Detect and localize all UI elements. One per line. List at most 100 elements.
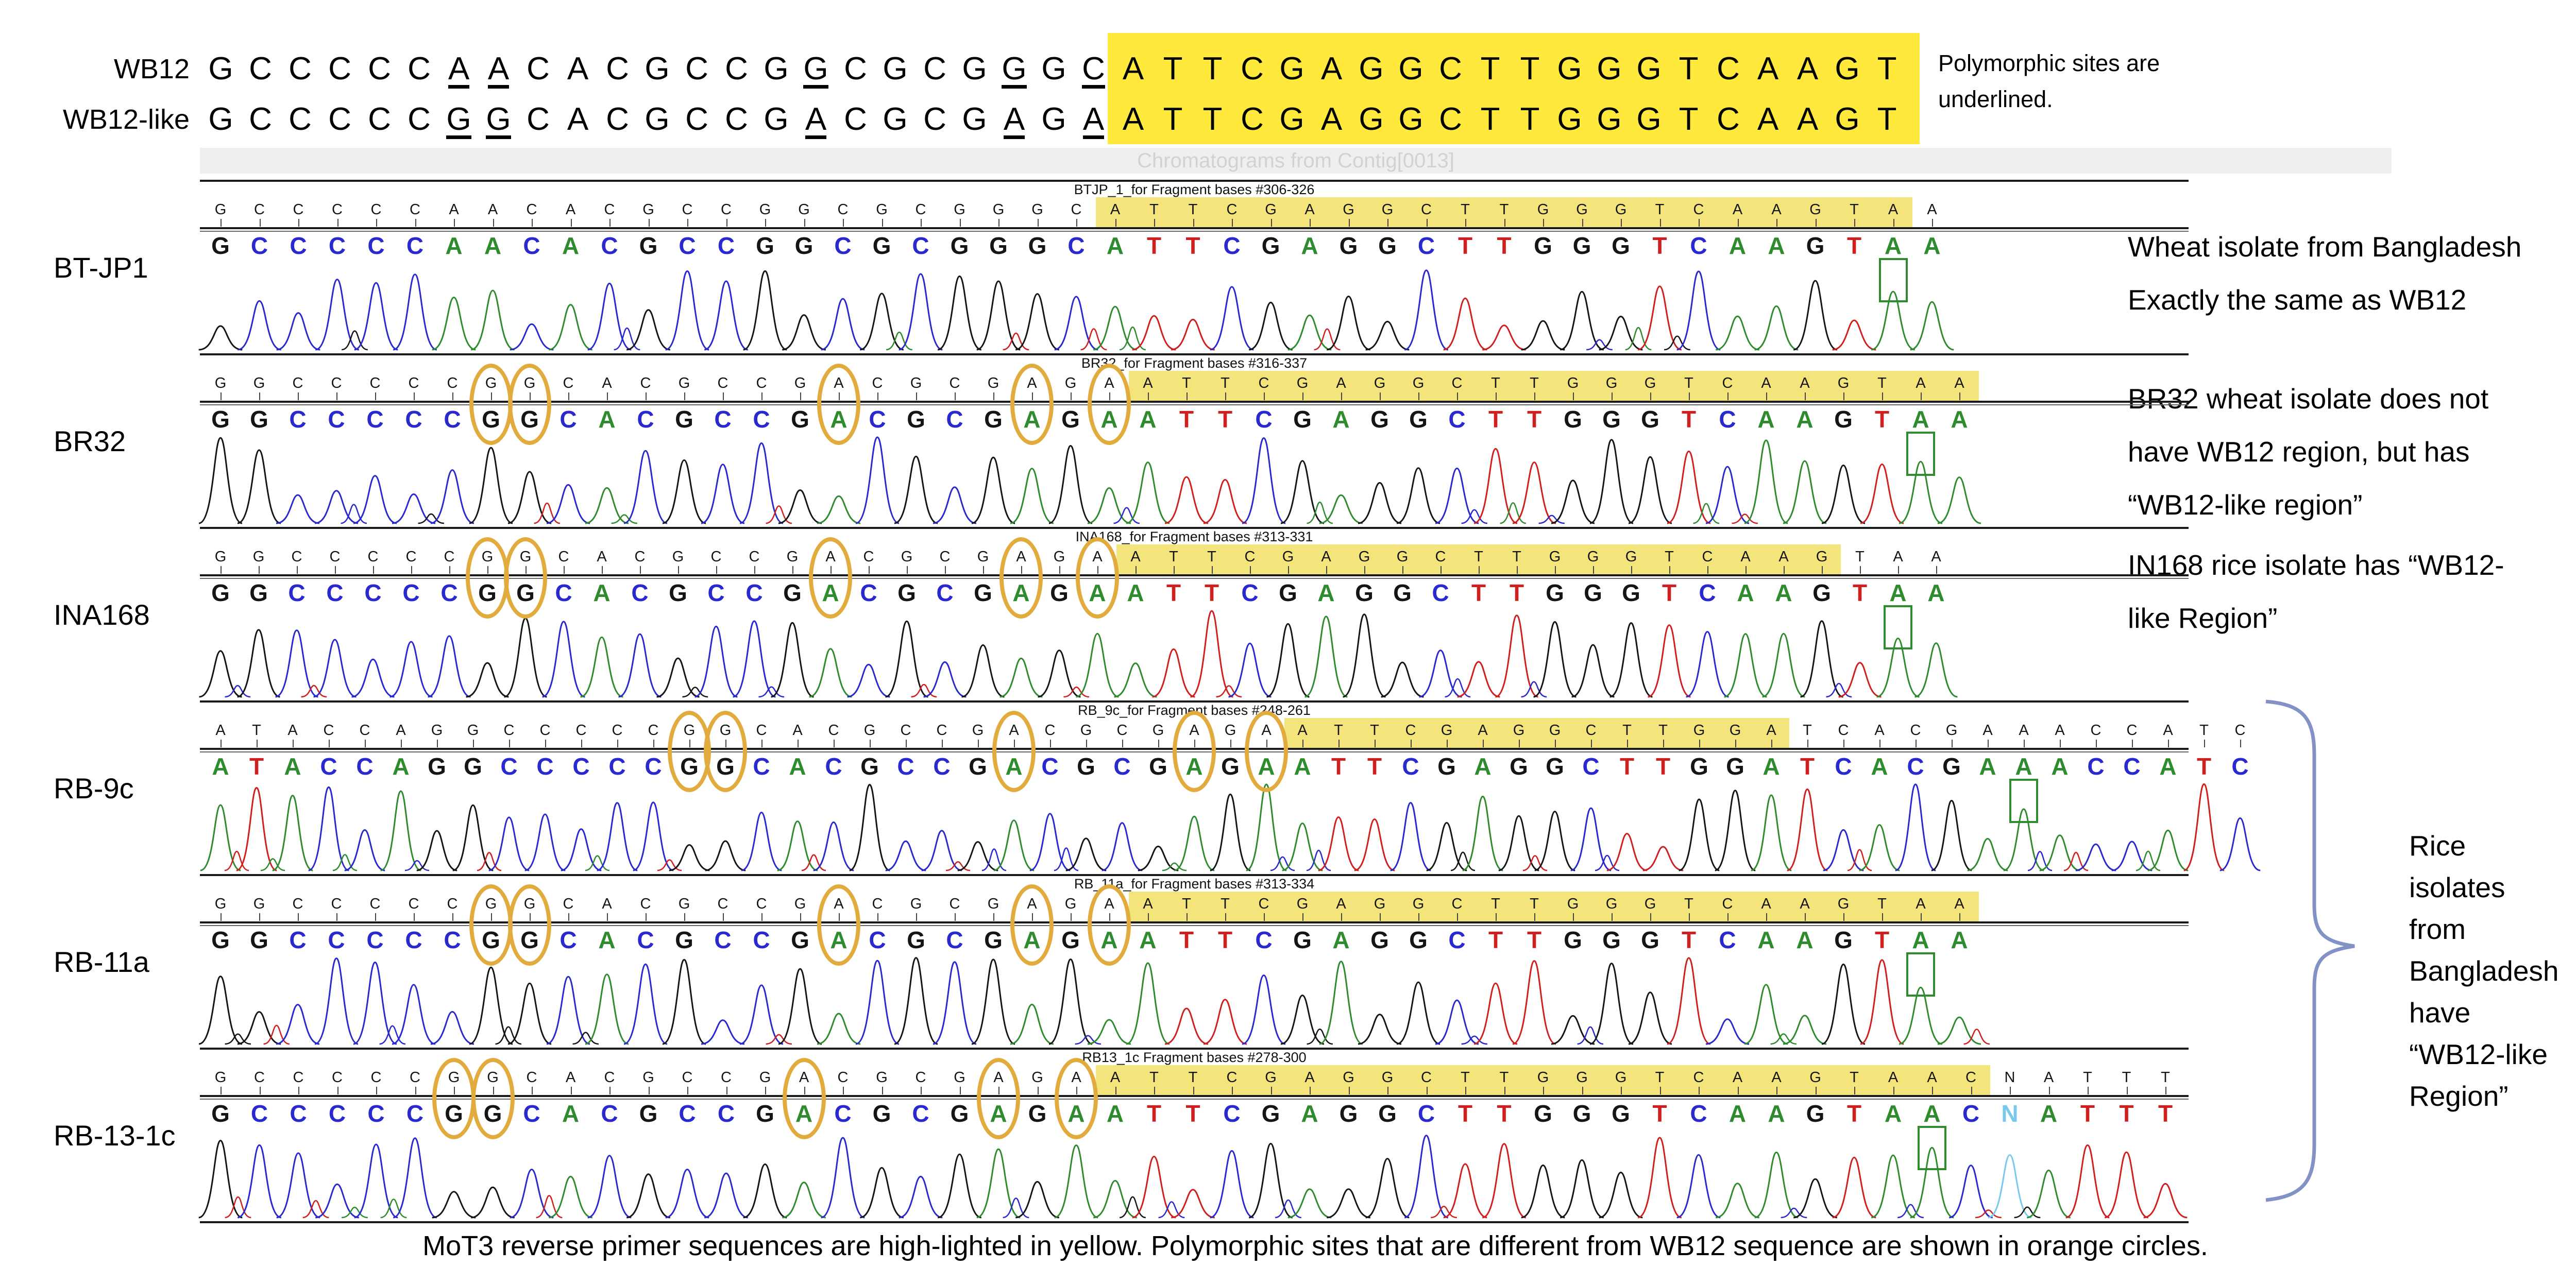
trace-peak <box>1054 1144 1098 1219</box>
base-tick <box>646 913 647 921</box>
base-char: A <box>1320 101 1343 137</box>
trace-peak <box>488 816 530 871</box>
base-tick <box>452 913 453 921</box>
base-char-called: A <box>1106 1100 1124 1127</box>
base-char-called: A <box>1294 753 1311 780</box>
trace-peak <box>432 1191 476 1219</box>
base-tick <box>2132 740 2133 747</box>
rice-isolates-note: Rice isolates from Bangladesh have “WB12-like… <box>2409 825 2576 1117</box>
primer-highlight-band <box>1284 718 1789 748</box>
trace-peak <box>1365 1158 1410 1219</box>
base-char-called: C <box>406 232 424 259</box>
alignment-base: A <box>1113 43 1153 95</box>
base-char-small: G <box>1576 201 1588 218</box>
trace-peak <box>1679 798 1720 871</box>
base-char-called: C <box>440 579 458 606</box>
trace-peak <box>469 966 513 1045</box>
base-char-small: G <box>431 722 443 739</box>
base-char-called: C <box>367 232 385 259</box>
base-tick <box>2096 740 2097 747</box>
base-char-small: G <box>1809 201 1821 218</box>
base-tick <box>221 566 222 574</box>
annotation-line: have WB12 region, but has <box>2128 436 2470 468</box>
base-char-called: G <box>1690 753 1708 780</box>
base-char-small: C <box>682 201 693 218</box>
base-char-small: G <box>1396 549 1409 565</box>
base-char-small: A <box>2019 722 2029 739</box>
chromatogram-panel-INA168: INA168_for Fragment bases #313-331 G G C C C C… <box>0 527 2576 700</box>
base-char-called: C <box>2231 753 2249 780</box>
trace-peak <box>1282 823 1323 871</box>
trace-noise-peak <box>1500 502 1527 524</box>
base-char-small: G <box>954 201 965 218</box>
polymorphism-circle <box>432 1058 476 1139</box>
base-tick <box>376 1087 377 1094</box>
polymorphic-note: Polymorphic sites are underlined. <box>1938 45 2160 117</box>
base-char-called: T <box>1367 753 1382 780</box>
base-tick <box>1225 392 1226 400</box>
base-char-small: C <box>1722 375 1733 391</box>
base-char: C <box>1241 101 1264 137</box>
trace-peak <box>849 784 890 871</box>
base-char-small: A <box>1143 375 1153 391</box>
base-char-called: G <box>211 406 230 433</box>
base-char-called: C <box>946 927 963 953</box>
base-tick <box>2165 1087 2166 1094</box>
trace-peak <box>1787 788 1828 871</box>
base-char-called: G <box>1437 753 1456 780</box>
trace-peak <box>809 648 852 698</box>
alignment-base: G <box>875 43 915 95</box>
trace-peak <box>1248 301 1293 351</box>
base-char-small: C <box>370 1069 382 1086</box>
base-tick <box>1959 392 1960 400</box>
edited-base-box <box>1878 258 1908 302</box>
alignment-base: T <box>1510 94 1550 145</box>
trace-peak <box>733 620 776 698</box>
base-char-called: T <box>1846 1100 1862 1127</box>
base-char-small: T <box>1474 549 1483 565</box>
trace-peak <box>778 968 822 1045</box>
base-char: A <box>1797 101 1819 137</box>
isolate-label-RB-13-1c: RB-13-1c <box>54 1119 176 1152</box>
base-tick <box>617 740 618 747</box>
base-char-small: G <box>1031 1069 1043 1086</box>
base-char-small: T <box>1877 896 1887 912</box>
trace-peak <box>1628 456 1672 524</box>
trace-peak <box>1482 1143 1527 1219</box>
alignment-base: A <box>479 43 518 95</box>
base-tick <box>570 219 572 227</box>
trace-peak <box>1599 316 1643 351</box>
polymorphism-circle <box>469 364 513 445</box>
base-tick <box>1612 392 1613 400</box>
trace-peak <box>1560 290 1604 351</box>
base-tick <box>1631 566 1632 574</box>
base-char: T <box>1877 51 1897 87</box>
trace-peak <box>276 312 320 351</box>
chromatogram-trace <box>198 436 1981 524</box>
trace-peak <box>1793 1178 1838 1219</box>
base-char-called: A <box>1951 406 1968 433</box>
base-char-small: T <box>1530 896 1539 912</box>
alignment-base: G <box>201 43 241 95</box>
base-char-small: G <box>1644 896 1656 912</box>
base-tick <box>1037 1087 1039 1094</box>
base-tick <box>1302 913 1303 921</box>
trace-peak <box>1132 1155 1176 1219</box>
base-char-called: C <box>1223 232 1241 259</box>
base-char-called: C <box>679 232 696 259</box>
trace-peak <box>198 325 243 351</box>
base-tick <box>792 566 793 574</box>
trace-peak <box>1686 631 1729 698</box>
annotation-line: Wheat isolate from Bangladesh <box>2128 231 2522 263</box>
base-char-small: N <box>2004 1069 2015 1086</box>
base-tick <box>1148 392 1149 400</box>
base-char-small: T <box>1658 722 1668 739</box>
base-char-called: G <box>756 232 774 259</box>
base-char-called: C <box>753 927 770 953</box>
base-char-called: T <box>1458 232 1473 259</box>
base-char-called: G <box>675 927 693 953</box>
base-char-called: G <box>1612 1100 1630 1127</box>
base-tick <box>568 392 569 400</box>
trace-peak <box>1744 984 1788 1045</box>
trace-peak <box>1048 445 1093 524</box>
